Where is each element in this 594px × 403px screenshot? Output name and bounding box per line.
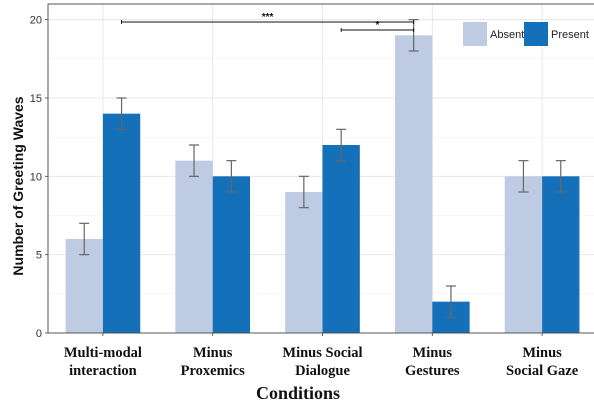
y-tick-label: 0	[36, 328, 42, 340]
legend-label: Absent	[490, 29, 524, 41]
error-bar	[336, 128, 347, 162]
x-tick-label: Minus Gestures	[405, 345, 460, 379]
legend-item-absent: Absent	[463, 22, 524, 46]
bar-absent	[504, 176, 543, 333]
bar-present	[542, 176, 580, 333]
error-bar	[226, 160, 237, 193]
legend-item-present: Present	[524, 22, 589, 46]
significance-bracket: *	[340, 20, 415, 32]
bar-present	[212, 176, 251, 333]
y-tick-label: 10	[30, 171, 42, 183]
error-bar	[298, 175, 309, 209]
error-bars	[79, 19, 566, 318]
legend-swatch	[463, 22, 487, 46]
x-tick-label: Multi-modal interaction	[64, 345, 142, 379]
x-tick-label: Minus Social Dialogue	[282, 345, 362, 379]
legend-label: Present	[551, 29, 589, 41]
y-tick-label: 15	[30, 93, 42, 105]
error-bar	[555, 160, 566, 193]
x-axis-title: Conditions	[256, 383, 340, 403]
significance-brackets: ****	[121, 12, 415, 32]
bar-absent	[285, 192, 323, 333]
y-tick-label: 20	[30, 15, 42, 27]
error-bar	[116, 97, 127, 130]
y-axis-title: Number of Greeting Waves	[10, 96, 26, 275]
error-bar	[445, 285, 456, 318]
bar-absent	[175, 160, 213, 333]
bar-absent	[394, 35, 433, 333]
axes: 0 5 10 15 20 Multi-modal interaction Minus Proxe…	[30, 3, 594, 379]
legend: Absent Present	[463, 22, 589, 46]
error-bar	[408, 19, 419, 52]
significance-label: *	[375, 20, 379, 31]
error-bar	[79, 222, 90, 256]
legend-swatch	[524, 22, 548, 46]
bar-present	[322, 145, 360, 333]
x-tick-label: Minus Proxemics	[181, 345, 246, 379]
error-bar	[518, 160, 529, 193]
error-bar	[189, 144, 200, 177]
bars	[65, 35, 580, 334]
bar-present	[102, 113, 141, 334]
y-tick-label: 5	[36, 250, 42, 262]
significance-bracket: ***	[121, 12, 415, 24]
x-tick-label: Minus Social Gaze	[506, 345, 579, 379]
significance-label: ***	[262, 12, 274, 23]
